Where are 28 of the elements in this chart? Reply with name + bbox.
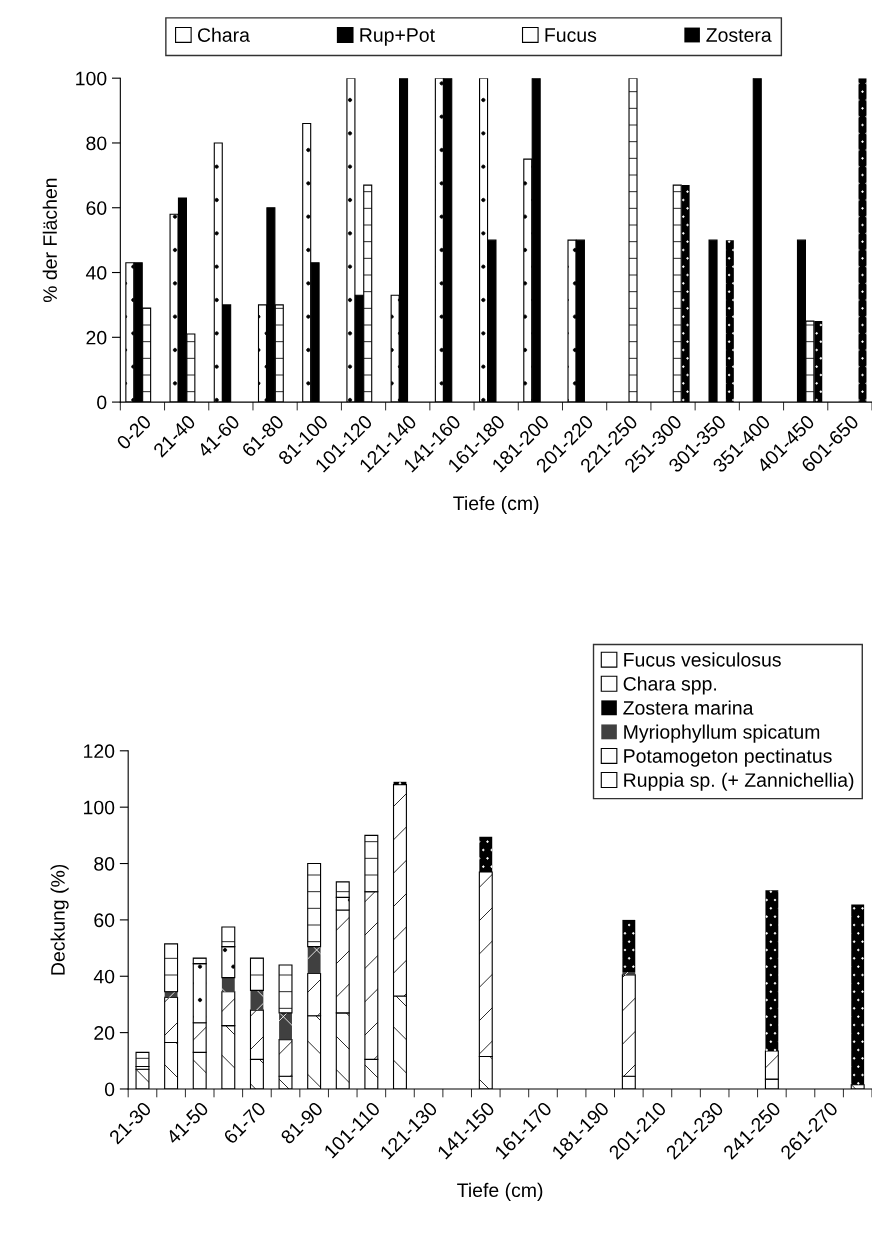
y-tick-label: 20 — [86, 330, 107, 345]
legend-label: Potamogeton pectinatus — [624, 748, 832, 767]
y-tick-label: 20 — [94, 1026, 115, 1040]
legend-label: Chara spp. — [623, 676, 717, 695]
y-tick-label: 80 — [86, 136, 107, 151]
legend-label: Zostera — [706, 28, 772, 42]
y-tick-label: 0 — [97, 395, 107, 410]
x-axis-title: Tiefe (cm) — [457, 1182, 543, 1201]
legend-label: Fucus — [545, 28, 597, 42]
legend-label: Fucus vesiculosus — [624, 652, 781, 667]
legend-label: Chara — [197, 27, 250, 42]
legend-label: Zostera marina — [623, 700, 754, 715]
y-tick-label: 0 — [104, 1082, 115, 1097]
y-tick-label: 80 — [94, 857, 115, 871]
legend-label: Ruppia sp. (+ Zannichellia) — [624, 772, 854, 791]
y-tick-label: 120 — [84, 744, 115, 759]
y-tick-label: 60 — [86, 201, 107, 215]
x-axis-title: Tiefe (cm) — [453, 495, 539, 515]
legend-label: Rup+Pot — [360, 28, 435, 46]
y-tick-label: 40 — [93, 969, 115, 984]
y-tick-label: 100 — [76, 71, 107, 86]
legend-label: Myriophyllum spicatum — [624, 724, 820, 743]
y-tick-label: 100 — [84, 800, 115, 815]
y-tick-label: 40 — [85, 265, 107, 280]
x-tick-label: 0-20 — [115, 414, 153, 451]
y-tick-label: 60 — [94, 913, 115, 928]
y-axis-title: % der Flächen — [42, 178, 57, 303]
y-axis-title: Deckung (%) — [50, 864, 69, 975]
